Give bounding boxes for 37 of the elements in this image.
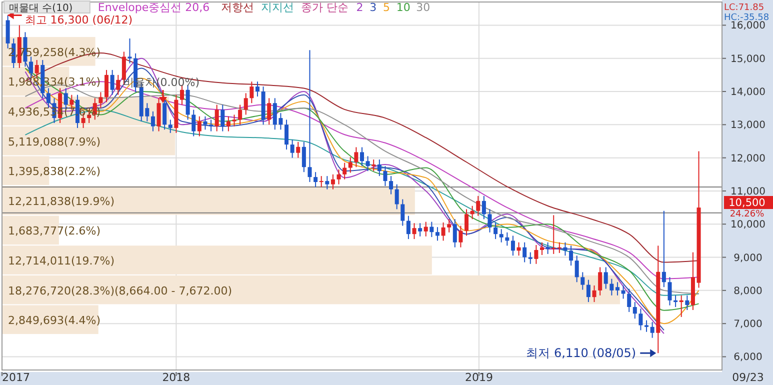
data-label: 1,683,777(2.6%) xyxy=(8,224,101,238)
legend-title: 종가 단순 xyxy=(300,1,348,14)
data-label: 12,211,838(19.9%) xyxy=(8,194,115,208)
annotation: 최고 16,300 (06/12) xyxy=(24,13,133,26)
y-tick-label: 14,000 xyxy=(730,87,766,98)
text: 09/23 xyxy=(732,371,764,384)
y-tick-label: 11,000 xyxy=(730,186,766,198)
y-tick-label: 8,000 xyxy=(734,286,762,297)
data-label: 18,276,720(28.3%)(8,664.00 - 7,672.00) xyxy=(8,284,232,298)
text: 10 xyxy=(396,1,410,14)
text: 24.26% xyxy=(730,210,765,220)
text: 저항선 xyxy=(220,1,254,14)
data-label: 2,849,693(4.4%) xyxy=(8,314,101,328)
text: Envelope중심선 20,6 xyxy=(98,1,210,14)
data-label: 12,714,011(19.7%) xyxy=(8,254,115,268)
x-tick-label: 2019 xyxy=(464,371,493,384)
x-tick-label: 2017 xyxy=(2,371,30,384)
text: 10,500 xyxy=(728,197,766,209)
y-tick-label: 9,000 xyxy=(734,252,762,264)
text: LC:71.85 xyxy=(724,3,764,13)
text: 2 xyxy=(356,1,364,14)
text: 30 xyxy=(416,1,430,14)
y-tick-label: 13,000 xyxy=(730,120,766,132)
annotation: 최저 6,110 (08/05) xyxy=(526,346,636,360)
y-tick-label: 10,000 xyxy=(730,220,766,231)
x-tick-label: 2018 xyxy=(162,371,190,384)
data-label: 1,395,838(2.2%) xyxy=(8,165,101,178)
data-label: 5,119,088(7.9%) xyxy=(8,135,101,148)
y-tick-label: 12,000 xyxy=(730,153,766,164)
text: 3 xyxy=(370,1,377,14)
text: 5 xyxy=(382,1,390,14)
text: 지지선 xyxy=(260,1,294,14)
y-tick-label: 15,000 xyxy=(730,54,766,65)
chart-title: 매물대 수(10) xyxy=(9,3,73,14)
y-tick-label: 7,000 xyxy=(734,319,762,330)
y-tick-label: 6,000 xyxy=(734,352,762,364)
y-tick-label: 16,000 xyxy=(730,20,766,32)
